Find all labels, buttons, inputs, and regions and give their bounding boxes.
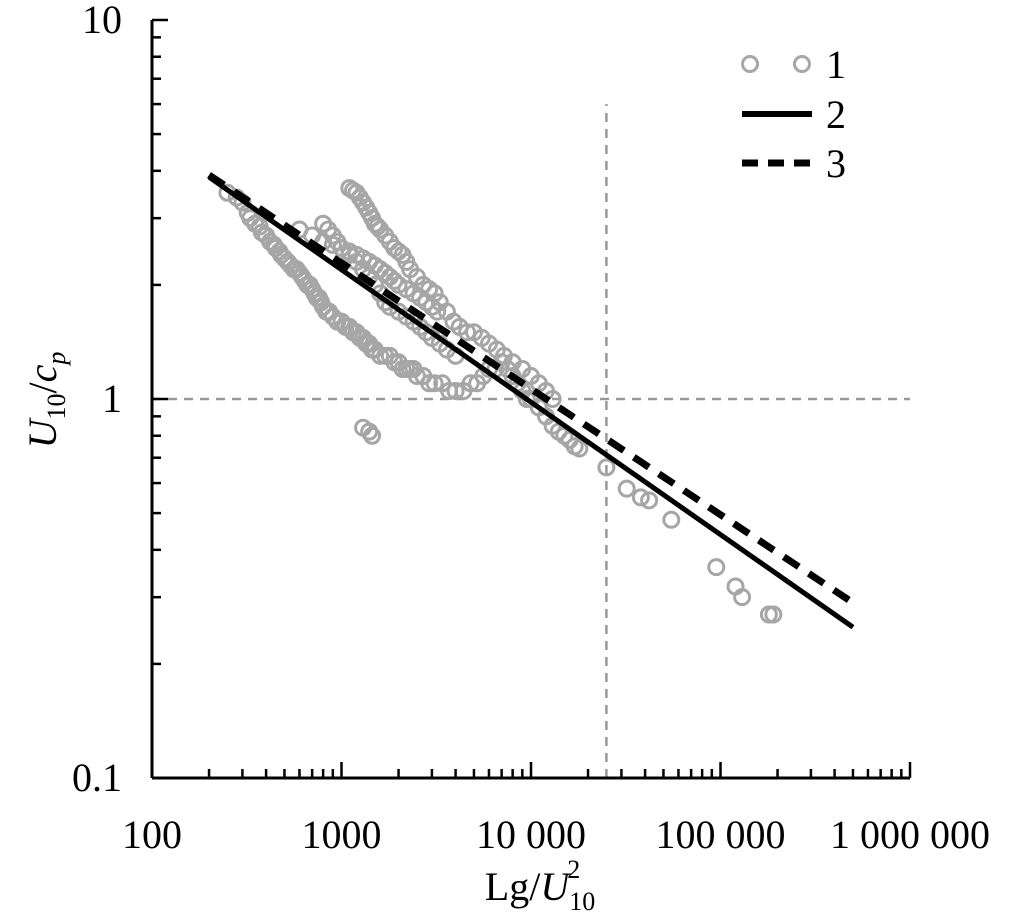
data-point — [570, 439, 589, 458]
data-point — [323, 307, 342, 326]
data-point — [371, 346, 390, 365]
legend-entry-1: 1 — [741, 42, 846, 87]
x-tick-label: 1 000 000 — [830, 812, 990, 857]
data-point — [631, 488, 650, 507]
legend-label-3: 3 — [826, 141, 846, 186]
y-axis-title: U10/cp — [20, 352, 71, 449]
series-line-2 — [207, 175, 855, 630]
x-tick-label: 1000 — [302, 812, 382, 857]
fit-lines — [207, 172, 855, 630]
data-point — [425, 374, 444, 393]
data-point — [425, 284, 444, 303]
x-tick-label: 100 — [122, 812, 182, 857]
y-tick-label: 0.1 — [72, 755, 122, 800]
legend-entry-3: 3 — [742, 141, 846, 186]
data-point — [446, 381, 465, 400]
data-point — [764, 605, 783, 624]
data-point — [707, 558, 726, 577]
legend-entry-2: 2 — [742, 92, 846, 137]
legend: 1 2 3 — [741, 42, 846, 186]
series-line-3 — [207, 172, 855, 606]
axes — [150, 18, 912, 780]
data-point — [640, 491, 659, 510]
x-tick-label: 10 000 — [476, 812, 586, 857]
data-point — [385, 271, 404, 290]
legend-label-2: 2 — [826, 92, 846, 137]
y-tick-label: 10 — [82, 0, 122, 42]
data-point — [662, 510, 681, 529]
data-point — [733, 588, 752, 607]
legend-marker-1 — [741, 55, 759, 73]
x-tick-label: 100 000 — [656, 812, 786, 857]
data-point — [420, 374, 439, 393]
scatter-points — [218, 179, 783, 624]
x-axis-title: Lg/U102 — [485, 855, 595, 916]
data-point — [458, 323, 477, 342]
data-point — [428, 302, 447, 321]
reference-lines — [152, 104, 910, 778]
legend-marker-1b — [793, 55, 811, 73]
data-point — [363, 426, 382, 445]
legend-label-1: 1 — [826, 42, 846, 87]
y-tick-label: 1 — [102, 376, 122, 421]
data-point — [617, 479, 636, 498]
tick-labels: 100 1000 10 000 100 000 1 000 000 0.1 1 10 — [72, 0, 990, 857]
data-point — [597, 458, 616, 477]
